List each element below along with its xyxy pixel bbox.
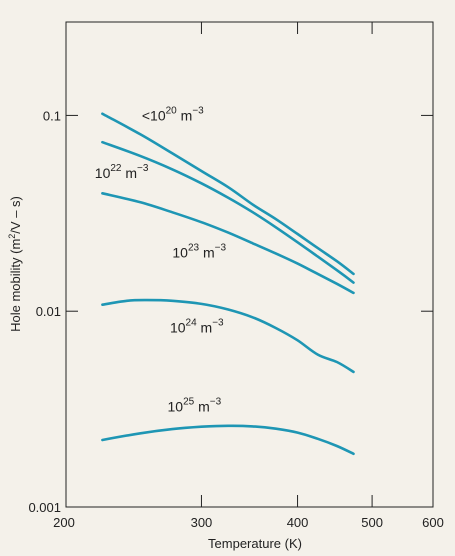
series-line-1e24 (101, 298, 355, 374)
y-axis-title-part-1: Hole mobility (m (8, 239, 23, 332)
y-tick-label: 0.001 (28, 500, 61, 515)
x-axis-title: Temperature (K) (208, 536, 302, 551)
curve-label-lt-1e20: <1020 m−3 (142, 106, 204, 124)
curve-label-1e23: 1023 m−3 (172, 243, 226, 261)
series-line-1e25 (101, 424, 355, 456)
series-line-1e23 (101, 192, 355, 295)
x-tick-label: 500 (361, 515, 383, 530)
plot-area (65, 21, 434, 508)
y-axis-title: Hole mobility (m2/V – s) (7, 196, 23, 332)
y-axis-title-part-2: /V – s) (8, 196, 23, 234)
x-tick-label: 200 (53, 515, 75, 530)
curve-label-1e22: 1022 m−3 (95, 163, 149, 181)
curve-label-1e25: 1025 m−3 (167, 396, 221, 414)
y-tick-label: 0.01 (36, 304, 61, 319)
x-tick-label: 600 (422, 515, 444, 530)
curve-label-1e24: 1024 m−3 (170, 317, 224, 335)
series-layer (101, 112, 355, 456)
y-tick-label: 0.1 (43, 108, 61, 123)
curve-labels-layer: <1020 m−3 1022 m−3 1023 m−3 1024 m−3 1025 m−… (95, 106, 227, 415)
series-line-1e22 (101, 140, 355, 284)
y-axis-title-superscript: 2 (7, 234, 17, 239)
ticks-layer: 200 300 400 500 600 0.001 0.01 0.1 (28, 22, 444, 530)
x-tick-label: 300 (191, 515, 213, 530)
x-tick-label: 400 (287, 515, 309, 530)
series-line-lt-1e20 (101, 112, 355, 276)
